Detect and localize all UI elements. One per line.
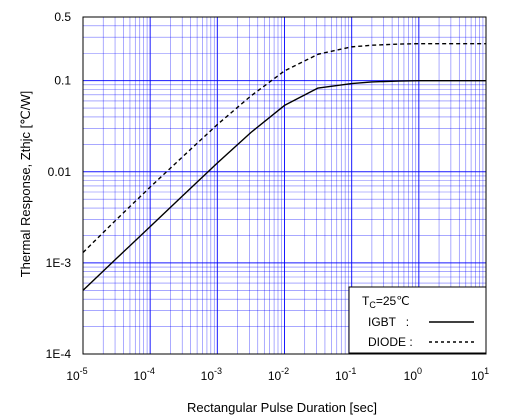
legend-condition: TC=25℃ [362,294,410,310]
legend: TC=25℃ IGBT : DIODE : [348,286,487,354]
x-tick-label: 10-5 [66,366,87,383]
legend-condition-sub: C [369,300,376,310]
series [82,42,486,291]
x-tick-label: 10-3 [201,366,222,383]
x-tick-label: 100 [404,366,422,383]
legend-box [348,286,487,354]
x-axis-title: Rectangular Pulse Duration [sec] [187,400,377,415]
plot-frame [82,16,487,355]
series-line-igbt [82,79,486,291]
y-tick-label: 1E-4 [46,347,72,361]
tick-labels: 10-5 10-4 10-3 10-2 10-1 100 101 1E-4 1E-3 0.01 0.… [46,10,490,383]
y-tick-label: 0.5 [54,10,71,24]
legend-condition-rest: =25℃ [376,294,410,308]
series-line-diode [82,42,486,254]
x-tick-label: 10-4 [133,366,154,383]
legend-label-igbt: IGBT : [368,315,409,329]
y-tick-label: 1E-3 [46,256,72,270]
y-axis-title: Thermal Response, Zthjc [℃/W] [18,91,33,278]
x-tick-label: 10-2 [268,366,289,383]
y-tick-label: 0.1 [54,74,71,88]
x-tick-label: 10-1 [335,366,356,383]
legend-label-diode: DIODE : [368,335,413,349]
legend-condition-main: T [362,294,370,308]
y-tick-label: 0.01 [48,165,72,179]
x-tick-label: 101 [471,366,489,383]
